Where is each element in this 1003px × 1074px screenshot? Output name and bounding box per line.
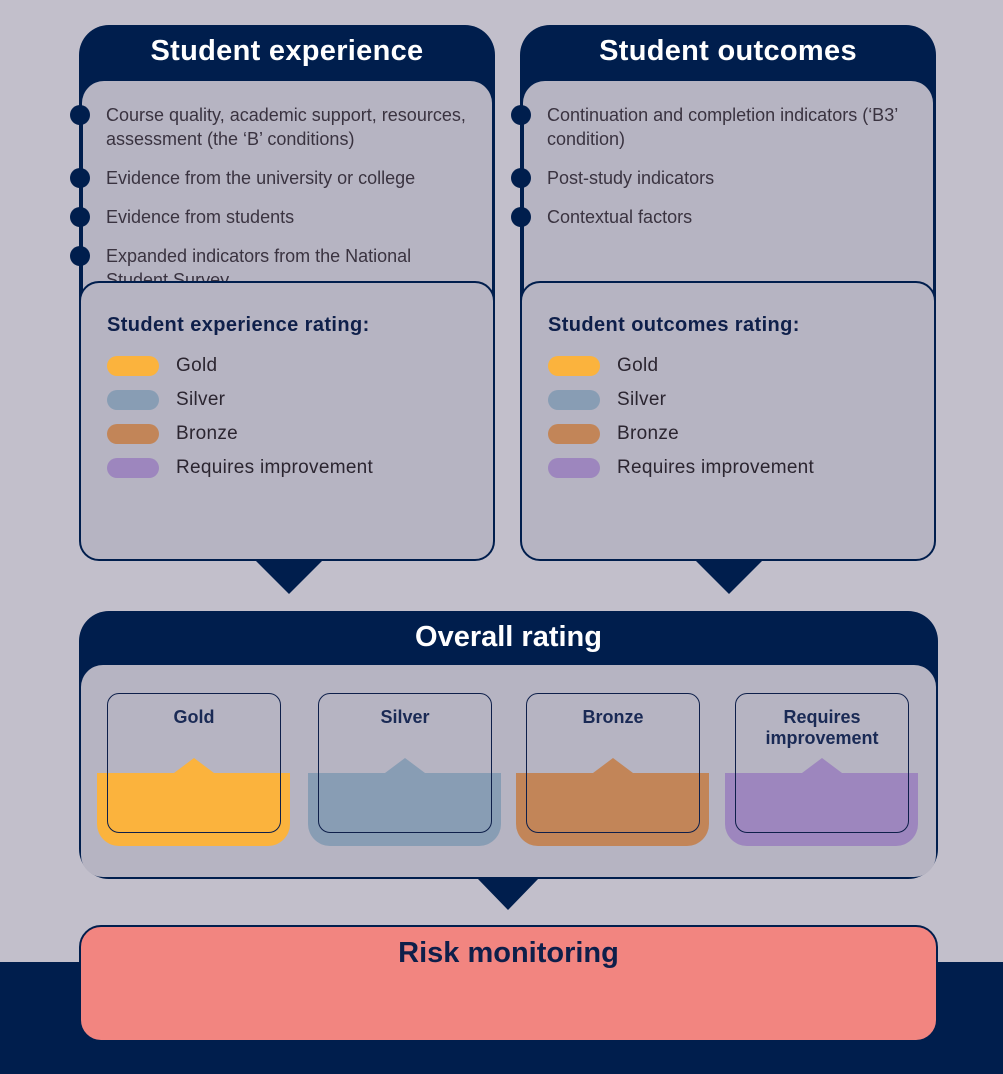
bullet-dot-icon (511, 207, 531, 227)
tile-label: Bronze (582, 707, 644, 727)
student-experience-rating-box: Student experience rating: Gold Silver B… (79, 281, 495, 561)
overall-rating-panel: Overall rating Gold Silver Bronze Requir… (79, 611, 938, 879)
tile-bronze: Bronze (516, 693, 709, 849)
bullet-item: Evidence from the university or college (70, 166, 476, 190)
bullet-dot-icon (511, 168, 531, 188)
legend-item-bronze: Bronze (107, 417, 373, 451)
silver-swatch-icon (548, 390, 600, 410)
tile-requires-improvement: Requires improvement (725, 693, 918, 849)
legend-item-silver: Silver (107, 383, 373, 417)
bullet-item: Contextual factors (511, 205, 917, 229)
bullet-connector-line (521, 114, 524, 354)
bullet-dot-icon (70, 207, 90, 227)
overall-rating-title: Overall rating (415, 621, 602, 653)
bullet-item: Course quality, academic support, resour… (70, 103, 476, 151)
bullet-item: Evidence from students (70, 205, 476, 229)
tile-label: Requires improvement (765, 707, 879, 748)
requires-improvement-swatch-icon (548, 458, 600, 478)
bullet-dot-icon (70, 168, 90, 188)
legend-item-silver: Silver (548, 383, 814, 417)
student-outcomes-title: Student outcomes (599, 35, 857, 67)
bullet-dot-icon (70, 246, 90, 266)
bullet-item: Post-study indicators (511, 166, 917, 190)
student-outcomes-rating-box: Student outcomes rating: Gold Silver Bro… (520, 281, 936, 561)
arrow-down-icon (477, 878, 539, 910)
student-outcomes-rating-title: Student outcomes rating: (548, 314, 800, 336)
gold-swatch-icon (107, 356, 159, 376)
legend-item-gold: Gold (548, 349, 814, 383)
bronze-swatch-icon (548, 424, 600, 444)
tile-label: Gold (173, 707, 215, 727)
tile-label: Silver (380, 707, 430, 727)
arrow-down-icon (255, 560, 323, 594)
silver-fill (308, 773, 501, 846)
rating-legend: Gold Silver Bronze Requires improvement (548, 349, 814, 485)
student-experience-rating-title: Student experience rating: (107, 314, 370, 336)
risk-monitoring-box: Risk monitoring (79, 925, 938, 1042)
student-experience-bullets: Course quality, academic support, resour… (70, 103, 476, 307)
requires-improvement-swatch-icon (107, 458, 159, 478)
tile-silver: Silver (308, 693, 501, 849)
student-outcomes-card: Student outcomes Continuation and comple… (511, 25, 936, 561)
gold-swatch-icon (548, 356, 600, 376)
risk-monitoring-title: Risk monitoring (398, 937, 619, 969)
student-experience-card: Student experience Course quality, acade… (70, 25, 495, 561)
bronze-swatch-icon (107, 424, 159, 444)
legend-item-requires-improvement: Requires improvement (107, 451, 373, 485)
requires-improvement-fill (725, 773, 918, 846)
student-experience-title: Student experience (150, 35, 424, 67)
tile-frame (526, 693, 700, 833)
silver-swatch-icon (107, 390, 159, 410)
student-outcomes-bullets: Continuation and completion indicators (… (511, 103, 917, 244)
tile-frame (318, 693, 492, 833)
bullet-dot-icon (70, 105, 90, 125)
gold-fill (97, 773, 290, 846)
bronze-fill (516, 773, 709, 846)
bullet-dot-icon (511, 105, 531, 125)
arrow-down-icon (695, 560, 763, 594)
tile-frame (107, 693, 281, 833)
legend-item-requires-improvement: Requires improvement (548, 451, 814, 485)
rating-legend: Gold Silver Bronze Requires improvement (107, 349, 373, 485)
bullet-connector-line (80, 114, 83, 354)
tile-gold: Gold (97, 693, 290, 849)
bullet-item: Continuation and completion indicators (… (511, 103, 917, 151)
legend-item-bronze: Bronze (548, 417, 814, 451)
overall-rating-body: Gold Silver Bronze Requires improvement (81, 665, 936, 877)
legend-item-gold: Gold (107, 349, 373, 383)
tile-frame (735, 693, 909, 833)
